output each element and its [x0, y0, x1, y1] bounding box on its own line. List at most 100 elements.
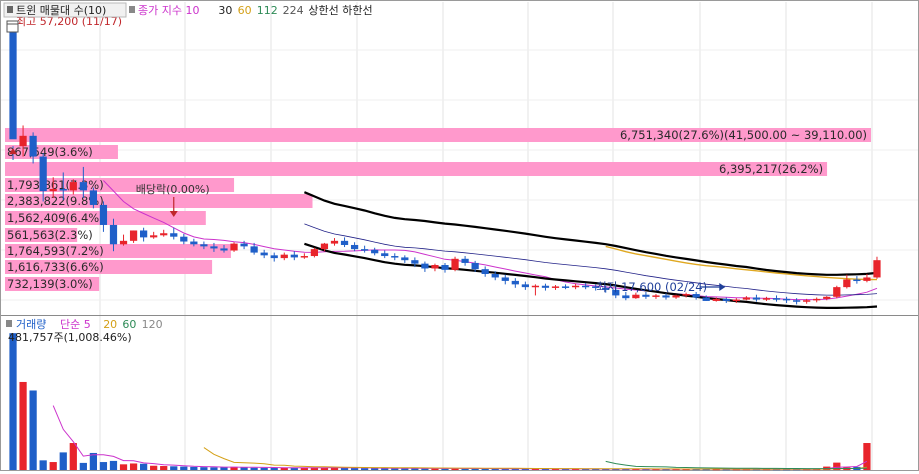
- candle-body-30: [310, 249, 319, 257]
- profile-label-7: 1,764,593(7.2%): [7, 244, 104, 258]
- profile-label-2: 6,395,217(26.2%): [719, 162, 823, 176]
- candle-body-27: [280, 254, 288, 259]
- candle-body-37: [381, 253, 389, 257]
- volume-bar-63: [642, 469, 650, 471]
- candle-body-85: [863, 277, 871, 281]
- volume-bar-19: [200, 467, 208, 470]
- candle-body-20: [210, 246, 218, 249]
- candle-body-56: [571, 285, 580, 288]
- candle-body-0: [9, 27, 17, 140]
- volume-bar-37: [381, 468, 389, 470]
- volume-bar-6: [69, 443, 77, 470]
- candle-body-66: [672, 295, 680, 298]
- candle-body-76: [772, 298, 781, 300]
- volume-max-label: 481,757주(1,008.46%): [8, 331, 132, 344]
- volume-bar-85: [863, 443, 871, 470]
- profile-label-1: 867,549(3.6%): [7, 145, 93, 159]
- volume-bar-61: [622, 469, 630, 471]
- volume-bar-66: [672, 469, 680, 471]
- volume-bar-70: [712, 469, 720, 471]
- annotations: 최고 57,200 (11/17) 배당락(0.00%) 최저 17,600 (02…: [9, 15, 726, 294]
- volume-bar-69: [702, 469, 710, 471]
- volume-bar-82: [833, 462, 841, 470]
- candle-body-23: [240, 243, 248, 247]
- ma60-line: [605, 245, 878, 281]
- candle-body-63: [642, 294, 650, 297]
- candle-body-8: [89, 190, 98, 205]
- candle-body-19: [200, 244, 208, 247]
- volume-bar-35: [361, 468, 369, 470]
- candle-body-41: [421, 263, 429, 269]
- candle-body-28: [290, 254, 298, 258]
- candle-body-6: [69, 182, 77, 191]
- profile-bar-6: [5, 228, 78, 242]
- indicator-title-box[interactable]: [3, 2, 127, 18]
- indicator-title: 트윈 매물대 수(10): [16, 3, 106, 17]
- profile-label-6: 561,563(2.3%): [7, 228, 93, 242]
- candle-body-83: [843, 279, 851, 288]
- volume-bar-41: [421, 468, 429, 470]
- candle-body-81: [823, 296, 831, 299]
- volume-bar-60: [612, 469, 620, 471]
- volume-bar-42: [431, 468, 439, 470]
- candle-body-61: [622, 295, 630, 299]
- candle-body-67: [682, 294, 690, 296]
- candle-body-35: [361, 249, 369, 251]
- volume-bar-12: [129, 463, 138, 470]
- volume-bar-57: [582, 468, 590, 470]
- candle-body-29: [300, 256, 308, 258]
- candle-body-11: [119, 240, 128, 245]
- volume-bar-18: [190, 466, 198, 470]
- volume-bar-24: [250, 467, 258, 470]
- candle-body-75: [762, 298, 771, 300]
- volume-bar-72: [732, 469, 740, 471]
- candle-body-43: [441, 265, 449, 270]
- volume-legend-square-icon: [6, 320, 12, 327]
- candle-body-12: [129, 230, 138, 241]
- volume-bar-53: [541, 468, 550, 470]
- profile-label-5: 1,562,409(6.4%): [7, 211, 104, 225]
- profile-label-8: 1,616,733(6.6%): [7, 260, 104, 274]
- candle-body-44: [451, 258, 459, 270]
- candle-body-10: [109, 224, 118, 245]
- candle-body-64: [652, 295, 660, 297]
- legend-item-6: 하한선: [342, 3, 372, 17]
- volume-bar-10: [109, 460, 118, 470]
- candle-body-77: [782, 298, 791, 301]
- candle-body-74: [752, 297, 761, 300]
- profile-label-0: 6,751,340(27.6%)(41,500.00 ~ 39,110.00): [620, 128, 867, 142]
- low-arrow-head: [719, 283, 726, 291]
- volume-bar-36: [371, 468, 379, 470]
- candle-body-40: [411, 260, 419, 264]
- event-label: 배당락(0.00%): [136, 183, 210, 196]
- volume-bar-25: [260, 467, 268, 470]
- volume-bar-62: [632, 469, 640, 471]
- candle-body-84: [853, 279, 861, 282]
- candle-body-25: [260, 252, 268, 256]
- volume-bar-2: [29, 390, 37, 470]
- legend-item-0: 종가 지수 10: [138, 4, 199, 17]
- volume-bar-4: [49, 462, 57, 470]
- volume-bar-46: [471, 468, 479, 470]
- candle-body-2: [29, 135, 37, 157]
- candle-body-42: [431, 265, 439, 269]
- calendar-icon[interactable]: [6, 20, 19, 33]
- candle-body-54: [551, 286, 560, 288]
- candle-body-18: [190, 241, 198, 245]
- volume-bar-65: [662, 469, 670, 471]
- candle-body-73: [742, 297, 750, 300]
- legend-item-4: 224: [283, 4, 304, 17]
- candle-body-69: [702, 297, 710, 301]
- volume-bar-8: [89, 452, 98, 470]
- candle-body-62: [632, 294, 640, 299]
- volume-bar-58: [592, 469, 600, 471]
- volume-bar-43: [441, 468, 449, 470]
- volume-bar-17: [180, 466, 188, 470]
- candle-body-86: [873, 260, 881, 278]
- volume-bar-7: [79, 462, 87, 470]
- candle-body-32: [330, 240, 339, 244]
- candle-body-3: [39, 156, 47, 192]
- volume-bar-49: [501, 468, 509, 470]
- volume-bar-0: [9, 333, 17, 470]
